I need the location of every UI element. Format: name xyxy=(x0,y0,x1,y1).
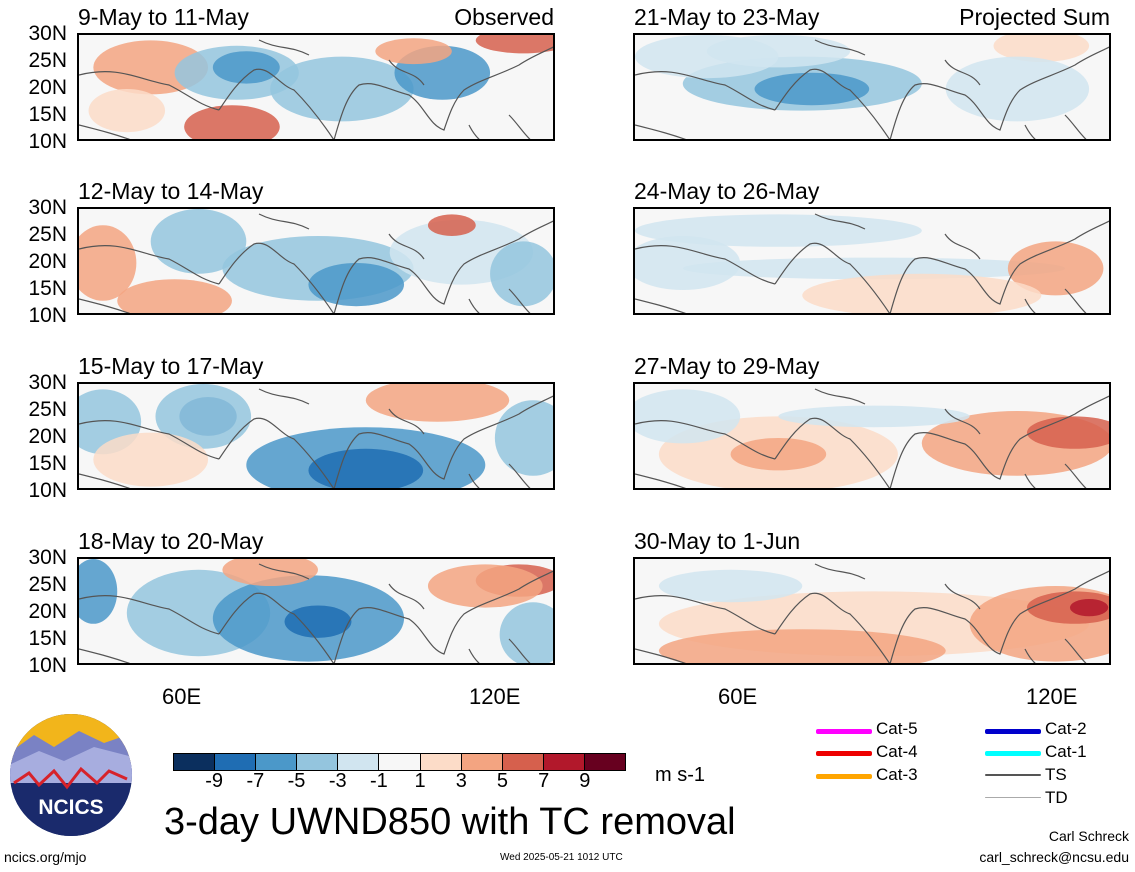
panel-tag: Observed xyxy=(454,4,554,30)
map-panel xyxy=(77,382,555,490)
lat-label: 20N xyxy=(28,425,67,448)
ncics-logo: NCICS xyxy=(9,713,133,837)
colorbar-swatch xyxy=(215,754,257,770)
panel-title: 27-May to 29-May xyxy=(634,353,820,379)
colorbar-swatch xyxy=(502,754,544,770)
lat-label: 25N xyxy=(28,49,67,72)
legend-line xyxy=(985,774,1041,776)
logo-text: NCICS xyxy=(38,796,103,819)
lat-label: 20N xyxy=(28,76,67,99)
coastline xyxy=(79,563,553,663)
panel-tag: Projected Sum xyxy=(959,4,1110,30)
legend-label: Cat-3 xyxy=(876,765,918,784)
legend-line xyxy=(816,751,872,756)
colorbar-units: m s-1 xyxy=(655,764,705,786)
colorbar-swatch xyxy=(543,754,585,770)
lat-label: 15N xyxy=(28,452,67,475)
colorbar-label: -5 xyxy=(287,770,306,792)
panel-title: 30-May to 1-Jun xyxy=(634,528,801,554)
coastline xyxy=(79,213,553,313)
lon-label: 120E xyxy=(1026,684,1078,709)
colorbar-label: -9 xyxy=(205,770,224,792)
panel-title: 18-May to 20-May xyxy=(78,528,264,554)
lat-label: 30N xyxy=(28,546,67,569)
footer-url: ncics.org/mjo xyxy=(4,849,87,865)
colorbar-swatch xyxy=(461,754,503,770)
colorbar-label: 9 xyxy=(579,770,591,792)
lat-label: 30N xyxy=(28,22,67,45)
colorbar-swatch xyxy=(256,754,298,770)
panel-title: 9-May to 11-May xyxy=(78,4,249,30)
colorbar-label: 3 xyxy=(455,770,467,792)
map-panel xyxy=(633,382,1111,490)
lon-label: 120E xyxy=(469,684,521,709)
coastline xyxy=(635,388,1109,488)
lat-label: 25N xyxy=(28,573,67,596)
lat-label: 10N xyxy=(28,654,67,677)
footer-timestamp: Wed 2025-05-21 1012 UTC xyxy=(500,852,623,863)
colorbar-label: -7 xyxy=(246,770,265,792)
lat-label: 25N xyxy=(28,223,67,246)
colorbar-swatch xyxy=(379,754,421,770)
main-title: 3-day UWND850 with TC removal xyxy=(164,801,736,843)
coastline xyxy=(635,39,1109,139)
legend-label: Cat-5 xyxy=(876,719,918,738)
legend-line xyxy=(816,774,872,779)
lat-label: 20N xyxy=(28,250,67,273)
legend-line xyxy=(816,729,872,734)
lat-label: 10N xyxy=(28,130,67,153)
panel-title: 12-May to 14-May xyxy=(78,178,264,204)
legend-label: Cat-2 xyxy=(1045,719,1087,738)
coastline xyxy=(635,563,1109,663)
lat-label: 10N xyxy=(28,304,67,327)
lat-label: 15N xyxy=(28,103,67,126)
map-panel xyxy=(633,207,1111,315)
colorbar-label: 1 xyxy=(414,770,426,792)
colorbar-swatch xyxy=(338,754,380,770)
lat-label: 15N xyxy=(28,627,67,650)
map-panel xyxy=(77,33,555,141)
map-panel xyxy=(633,557,1111,665)
legend-label: TS xyxy=(1045,765,1067,784)
colorbar xyxy=(173,753,626,771)
coastline xyxy=(79,388,553,488)
panel-title: 15-May to 17-May xyxy=(78,353,264,379)
lat-label: 10N xyxy=(28,479,67,502)
legend-label: Cat-1 xyxy=(1045,742,1087,761)
lat-label: 30N xyxy=(28,371,67,394)
lat-label: 25N xyxy=(28,398,67,421)
map-panel xyxy=(77,557,555,665)
legend-label: TD xyxy=(1045,788,1068,807)
footer-email: carl_schreck@ncsu.edu xyxy=(979,849,1129,865)
colorbar-label: 7 xyxy=(538,770,550,792)
panel-title: 24-May to 26-May xyxy=(634,178,820,204)
lon-label: 60E xyxy=(718,684,758,709)
lat-label: 15N xyxy=(28,277,67,300)
legend-line xyxy=(985,797,1041,798)
panel-title: 21-May to 23-May xyxy=(634,4,820,30)
coastline xyxy=(79,39,553,139)
lon-label: 60E xyxy=(162,684,202,709)
colorbar-label: -3 xyxy=(328,770,347,792)
lat-label: 30N xyxy=(28,196,67,219)
colorbar-swatch xyxy=(584,754,626,770)
colorbar-swatch xyxy=(297,754,339,770)
colorbar-swatch xyxy=(174,754,216,770)
colorbar-label: 5 xyxy=(496,770,509,792)
map-panel xyxy=(77,207,555,315)
legend-line xyxy=(985,729,1041,734)
colorbar-swatch xyxy=(420,754,462,770)
map-panel xyxy=(633,33,1111,141)
legend-label: Cat-4 xyxy=(876,742,918,761)
footer-author: Carl Schreck xyxy=(1048,828,1129,844)
lat-label: 20N xyxy=(28,600,67,623)
legend-line xyxy=(985,751,1041,756)
colorbar-label: -1 xyxy=(370,770,388,792)
coastline xyxy=(635,213,1109,313)
